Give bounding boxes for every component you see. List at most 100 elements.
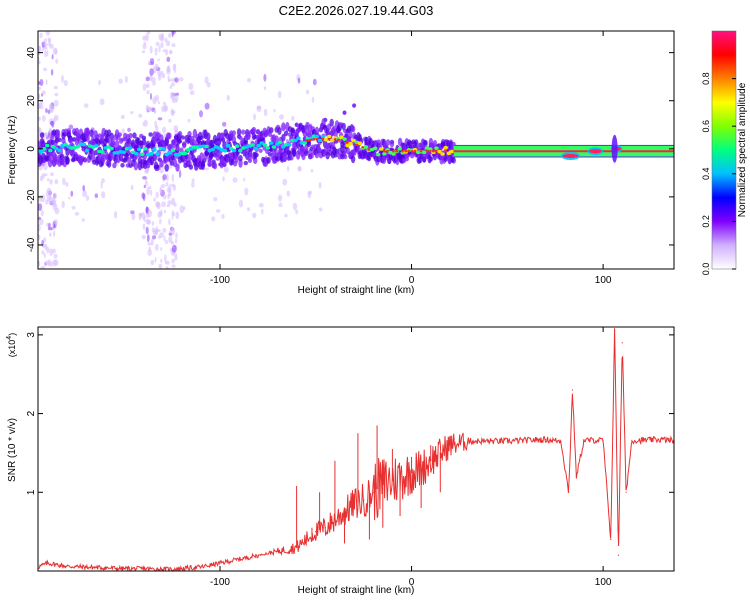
spectrogram-noise-mark — [48, 196, 54, 205]
spectrogram-noise-mark — [261, 208, 264, 215]
spectrogram-noise-mark — [244, 187, 249, 196]
spectrogram-noise-mark — [146, 234, 150, 243]
spectrogram-core-mark — [63, 142, 68, 147]
spectrogram-core-mark — [38, 149, 44, 154]
spectrogram-noise-mark — [82, 190, 87, 198]
spectrogram-peak-mark — [355, 143, 359, 147]
spectrogram-noise-mark — [61, 200, 65, 208]
spectrogram-noise-mark — [70, 190, 74, 197]
spectrogram-noise-mark — [147, 61, 151, 66]
spectrogram-x-tick-label: 100 — [595, 275, 612, 286]
spectrogram-noise-mark — [40, 210, 44, 217]
spectrogram-noise-mark — [86, 195, 90, 201]
spectrogram-noise-mark — [204, 102, 210, 110]
spectrogram-band-mark — [432, 140, 438, 147]
spectrogram-band-mark — [125, 149, 130, 157]
spectrogram-y-label: Frequency (Hz) — [7, 116, 18, 185]
snr-data-point — [85, 566, 87, 568]
spectrogram-noise-mark — [82, 185, 86, 192]
spectrogram-core-mark — [253, 146, 258, 151]
snr-data-point — [363, 499, 365, 501]
spectrogram-noise-mark — [297, 77, 301, 84]
spectrogram-core-mark — [293, 138, 298, 143]
spectrogram-band-mark — [175, 143, 180, 153]
spectrogram-noise-mark — [163, 105, 168, 112]
spectrogram-noise-mark — [52, 230, 56, 237]
spectrogram-band-mark — [159, 159, 164, 168]
spectrogram-core-mark — [41, 146, 47, 151]
spectrogram-band-mark — [109, 132, 115, 141]
spectrogram-noise-mark — [153, 197, 156, 202]
spectrogram-noise-mark — [169, 165, 173, 169]
spectrogram-core-mark — [210, 147, 215, 152]
spectrogram-band-mark — [148, 132, 153, 137]
snr-data-point — [568, 491, 570, 493]
spectrogram-noise-mark — [138, 113, 143, 118]
spectrogram-noise-mark — [142, 83, 147, 91]
spectrogram-noise-mark — [247, 78, 252, 83]
spectrogram-noise-mark — [166, 204, 171, 208]
spectrogram-band-mark — [117, 132, 123, 137]
spectrogram-noise-mark — [223, 166, 229, 173]
spectrogram-core-mark — [271, 145, 277, 149]
spectrogram-core-mark — [173, 152, 179, 157]
spectrogram-noise-mark — [45, 79, 48, 85]
spectrogram-noise-mark — [100, 181, 103, 189]
spectrogram-core-mark — [348, 141, 353, 146]
spectrogram-core-mark — [277, 140, 283, 145]
spectrogram-frame — [37, 30, 675, 270]
spectrogram-core-mark — [373, 146, 378, 151]
snr-data-point — [625, 491, 627, 493]
spectrogram-noise-mark — [243, 177, 246, 182]
spectrogram-band-mark — [207, 162, 212, 167]
spectrogram-band-mark — [247, 158, 253, 163]
spectrogram-noise-mark — [74, 212, 80, 216]
spectrogram-noise-mark — [47, 109, 51, 115]
spectrogram-core-mark — [109, 146, 114, 151]
spectrogram-noise-mark — [44, 49, 47, 58]
spectrogram-noise-mark — [151, 76, 156, 83]
snr-plot-area — [38, 327, 674, 571]
spectrogram-core-mark — [149, 151, 154, 156]
spectrogram-x-tick-label: 0 — [409, 275, 415, 286]
spectrogram-noise-mark — [171, 92, 176, 101]
spectrogram-core-mark — [189, 147, 194, 151]
spectrogram-noise-mark — [54, 179, 59, 185]
spectrogram-noise-mark — [171, 43, 176, 47]
spectrogram-band-mark — [290, 128, 295, 134]
spectrogram-noise-mark — [43, 252, 46, 258]
spectrogram-noise-mark — [170, 110, 176, 114]
spectrogram-band-mark — [145, 163, 151, 169]
spectrogram-band-mark — [341, 122, 346, 131]
spectrogram-noise-mark — [166, 187, 172, 193]
spectrogram-noise-mark — [43, 67, 48, 72]
spectrogram-noise-mark — [154, 94, 160, 102]
spectrogram-band-mark — [342, 154, 348, 160]
spectrogram-noise-mark — [252, 212, 257, 219]
spectrogram-noise-mark — [215, 209, 221, 213]
spectrogram-noise-mark — [39, 79, 44, 86]
spectrogram-perturbation-core — [589, 149, 602, 154]
spectrogram-core-mark — [192, 145, 197, 149]
spectrogram-core-mark — [281, 145, 286, 149]
spectrogram-band-mark — [404, 156, 409, 162]
spectrogram-noise-mark — [162, 227, 167, 233]
spectrogram-noise-mark — [162, 174, 167, 181]
spectrogram-band-mark — [289, 156, 294, 161]
spectrogram-core-mark — [228, 146, 234, 151]
spectrogram-peak-mark — [435, 150, 438, 153]
snr-data-point — [353, 503, 355, 505]
spectrogram-noise-mark — [307, 190, 312, 195]
spectrogram-noise-mark — [173, 202, 177, 207]
spectrogram-noise-mark — [163, 209, 167, 214]
spectrogram-y-tick-label: -40 — [26, 237, 37, 252]
spectrogram-band-mark — [199, 135, 204, 140]
spectrogram-band-mark — [281, 122, 286, 132]
spectrogram-band-mark — [133, 161, 139, 171]
spectrogram-band-mark — [236, 128, 242, 136]
spectrogram-noise-mark — [284, 213, 288, 218]
spectrogram-peak-mark — [392, 150, 395, 153]
snr-data-point — [487, 440, 489, 442]
spectrogram-noise-mark — [157, 58, 160, 62]
spectrogram-noise-mark — [158, 45, 161, 53]
